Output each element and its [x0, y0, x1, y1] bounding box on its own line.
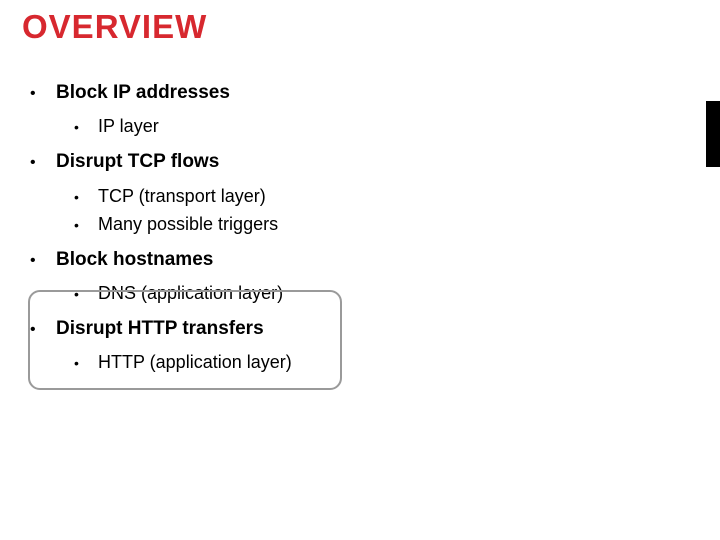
list-item: • Block hostnames • DNS (application lay…	[22, 245, 662, 308]
bullet-icon: •	[22, 151, 48, 176]
bullet-icon: •	[66, 187, 92, 209]
sub-list-item-label: Many possible triggers	[92, 211, 278, 239]
sub-list-item-label: TCP (transport layer)	[92, 183, 266, 211]
sub-list-item-label: DNS (application layer)	[92, 280, 283, 308]
list-item-label: Block hostnames	[48, 245, 213, 274]
list-item-label: Block IP addresses	[48, 78, 230, 107]
bullet-icon: •	[22, 82, 48, 107]
list-item: • Disrupt TCP flows • TCP (transport lay…	[22, 147, 662, 238]
bullet-icon: •	[22, 249, 48, 274]
list-item-row: • Block IP addresses	[22, 78, 662, 107]
list-item: • Disrupt HTTP transfers • HTTP (applica…	[22, 314, 662, 377]
bullet-icon: •	[66, 284, 92, 306]
bullet-icon: •	[66, 215, 92, 237]
sub-list-item: • HTTP (application layer)	[66, 349, 662, 377]
bullet-icon: •	[66, 353, 92, 375]
list-item-row: • Disrupt TCP flows	[22, 147, 662, 176]
accent-bar	[706, 101, 720, 167]
sub-list-item: • TCP (transport layer)	[66, 183, 662, 211]
slide-title: OVERVIEW	[22, 8, 207, 46]
sub-list-item: • DNS (application layer)	[66, 280, 662, 308]
sub-list: • DNS (application layer)	[66, 280, 662, 308]
list-item-label: Disrupt HTTP transfers	[48, 314, 264, 343]
list-item-row: • Disrupt HTTP transfers	[22, 314, 662, 343]
sub-list: • TCP (transport layer) • Many possible …	[66, 183, 662, 239]
sub-list: • HTTP (application layer)	[66, 349, 662, 377]
sub-list: • IP layer	[66, 113, 662, 141]
slide-content: • Block IP addresses • IP layer • Disrup…	[22, 78, 662, 383]
sub-list-item-label: IP layer	[92, 113, 159, 141]
bullet-icon: •	[22, 318, 48, 343]
list-item-label: Disrupt TCP flows	[48, 147, 219, 176]
bullet-icon: •	[66, 117, 92, 139]
sub-list-item: • IP layer	[66, 113, 662, 141]
slide: OVERVIEW • Block IP addresses • IP layer…	[0, 0, 720, 540]
bullet-list: • Block IP addresses • IP layer • Disrup…	[22, 78, 662, 377]
list-item: • Block IP addresses • IP layer	[22, 78, 662, 141]
sub-list-item: • Many possible triggers	[66, 211, 662, 239]
sub-list-item-label: HTTP (application layer)	[92, 349, 292, 377]
list-item-row: • Block hostnames	[22, 245, 662, 274]
